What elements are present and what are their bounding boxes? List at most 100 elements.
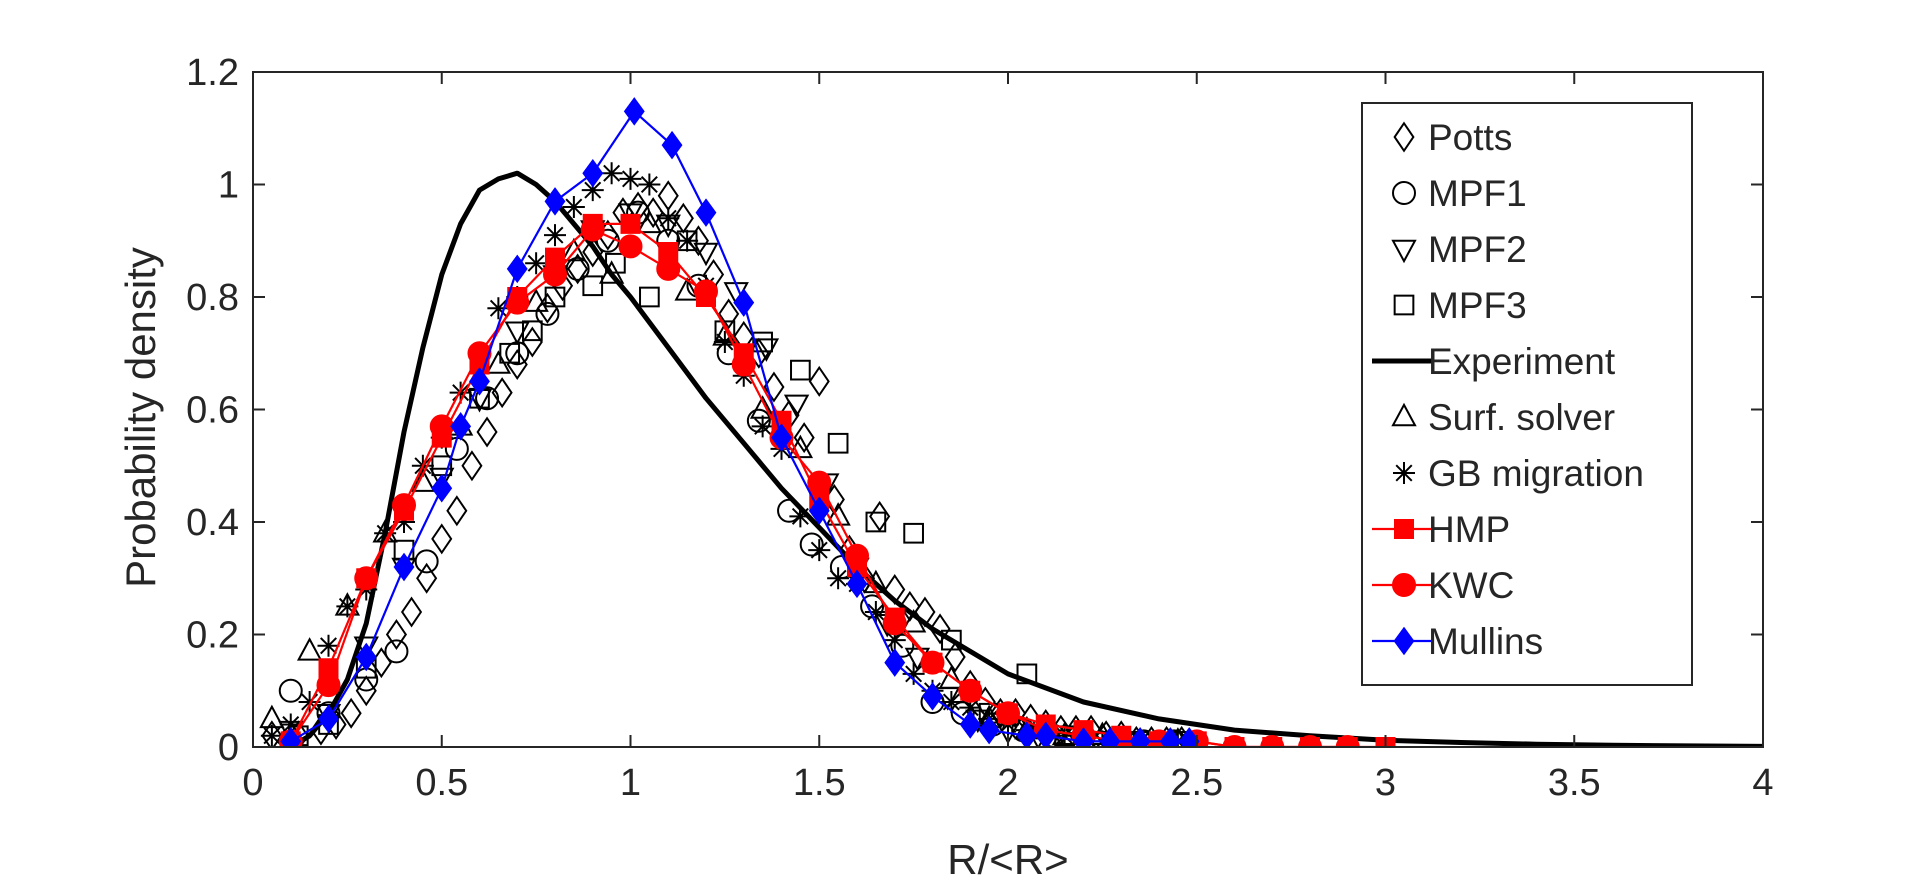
asterisk-stroke <box>282 716 300 733</box>
data-point-potts <box>416 562 438 594</box>
x-tick-label: 0 <box>242 762 263 804</box>
series-mullins <box>280 97 1200 747</box>
axes: 0 0.5 1 1.5 2 2.5 3 3.5 4 0 0.2 0.4 0.6 0.8 1 1.2 <box>186 52 1773 804</box>
data-point-surf-solver <box>825 502 851 526</box>
data-point-mullins <box>771 423 792 452</box>
asterisk-stroke <box>1395 464 1413 482</box>
data-point-mpf3 <box>865 511 887 533</box>
legend-item-hmp: HMP <box>1372 509 1510 550</box>
series-experiment <box>289 170 1763 747</box>
asterisk-stroke <box>338 597 356 615</box>
legend-label-experiment: Experiment <box>1428 341 1616 382</box>
y-axis-title: Probability density <box>117 247 164 588</box>
data-point-gb-migration <box>808 539 831 562</box>
data-point-surf-solver <box>485 350 512 374</box>
data-point-mpf1 <box>535 301 560 326</box>
legend-item-experiment: Experiment <box>1372 341 1616 382</box>
legend-label-hmp: HMP <box>1428 509 1510 550</box>
y-tick-label: 1 <box>218 165 239 207</box>
data-point-mpf2 <box>429 467 455 492</box>
data-point-mullins <box>978 715 1000 745</box>
data-point-mpf3 <box>639 286 660 308</box>
data-point-mpf3 <box>582 275 604 297</box>
data-point-surf-solver <box>636 209 663 234</box>
data-point-kwc <box>920 650 945 675</box>
data-point-mullins <box>1178 727 1200 747</box>
data-point-mullins <box>318 704 339 734</box>
legend-label-mpf1: MPF1 <box>1428 173 1527 214</box>
data-point-gb-migration <box>317 634 340 657</box>
data-point-potts <box>567 253 589 285</box>
x-axis-title: R/<R> <box>947 836 1068 883</box>
data-point-mpf1 <box>384 639 409 664</box>
data-point-gb-migration <box>902 662 925 685</box>
data-point-surf-solver <box>900 609 927 633</box>
data-point-gb-migration <box>600 162 623 185</box>
data-point-kwc <box>807 470 832 495</box>
data-point-mullins <box>808 496 830 526</box>
data-point-kwc <box>316 673 341 698</box>
y-tick-label: 1.2 <box>186 52 239 94</box>
y-tick-label: 0.6 <box>186 390 239 432</box>
legend-item-potts: Potts <box>1393 117 1512 158</box>
legend-label-potts: Potts <box>1428 117 1512 158</box>
data-point-potts <box>355 675 377 707</box>
data-point-mullins <box>280 727 302 747</box>
asterisk-stroke <box>810 541 828 559</box>
data-point-mullins <box>623 97 645 126</box>
data-point-kwc <box>392 493 416 518</box>
data-point-potts <box>808 365 830 397</box>
legend-marker-gb-migration <box>1393 462 1415 484</box>
data-point-potts <box>461 450 483 482</box>
legend-item-gb-migration: GB migration <box>1393 453 1644 494</box>
data-point-surf-solver <box>674 277 700 301</box>
data-point-hmp <box>620 213 641 234</box>
data-point-mullins <box>355 642 377 672</box>
data-point-surf-solver <box>598 260 625 284</box>
data-point-mpf1 <box>746 408 771 433</box>
data-point-surf-solver <box>561 237 587 262</box>
data-point-mullins <box>1099 727 1121 747</box>
data-point-kwc <box>580 217 605 242</box>
data-point-kwc <box>354 566 379 591</box>
series-line-mullins <box>290 110 1190 743</box>
data-point-kwc <box>656 256 681 281</box>
data-point-potts <box>340 697 362 729</box>
data-point-mpf3 <box>941 629 962 651</box>
data-point-potts <box>261 720 283 747</box>
legend-item-mpf3: MPF3 <box>1393 285 1527 326</box>
data-point-mpf1 <box>278 678 303 703</box>
data-point-kwc <box>731 352 756 377</box>
asterisk-stroke <box>867 603 885 621</box>
data-point-mpf2 <box>353 636 379 660</box>
data-point-mullins <box>544 187 566 216</box>
x-tick-label: 3 <box>1375 762 1396 804</box>
data-point-potts <box>446 495 468 527</box>
x-tick-label: 3.5 <box>1548 762 1601 804</box>
data-point-potts <box>476 416 498 448</box>
legend-marker-kwc <box>1392 573 1416 597</box>
data-point-gb-migration <box>864 601 887 623</box>
data-point-gb-migration <box>487 297 510 320</box>
asterisk-stroke <box>527 254 545 272</box>
data-point-mpf1 <box>890 633 915 658</box>
data-point-mpf1 <box>414 549 439 574</box>
x-tick-label: 1.5 <box>793 762 846 804</box>
data-point-mullins <box>1073 727 1094 747</box>
data-point-kwc <box>1335 735 1360 747</box>
asterisk-stroke <box>961 699 979 717</box>
data-point-mullins <box>1035 721 1057 747</box>
data-point-gb-migration <box>260 724 283 747</box>
asterisk-stroke <box>754 417 772 435</box>
data-point-mpf3 <box>522 320 543 342</box>
asterisk-stroke <box>584 181 602 199</box>
data-point-kwc <box>467 341 492 366</box>
data-point-mullins <box>959 710 981 739</box>
asterisk-stroke <box>678 232 696 250</box>
data-point-mullins <box>661 130 683 160</box>
data-point-gb-migration <box>544 224 566 247</box>
legend-label-mullins: Mullins <box>1428 621 1543 662</box>
data-point-potts <box>929 613 951 645</box>
series-line-experiment <box>289 170 1763 747</box>
legend-label-mpf3: MPF3 <box>1428 285 1527 326</box>
